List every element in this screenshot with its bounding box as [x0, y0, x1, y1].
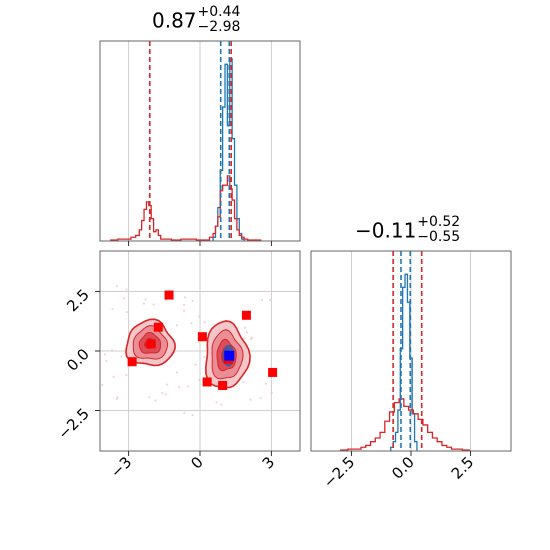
panel-2d-joint: −3 0 3 −2.5 0.0 2.5 — [54, 250, 301, 481]
sample-dot — [111, 307, 114, 311]
sample-dot — [183, 303, 186, 307]
panel-2-title: −0.11 +0.52 −0.55 — [355, 214, 465, 246]
red-square-marker — [153, 322, 163, 332]
red-square-marker — [146, 339, 156, 349]
sample-dot — [249, 398, 252, 401]
x-tick-label: 2.5 — [448, 453, 478, 483]
sample-dot — [183, 411, 186, 414]
sample-dot — [220, 403, 223, 406]
sample-dot — [194, 363, 197, 366]
sample-dot — [175, 371, 178, 374]
sample-dot — [198, 315, 201, 318]
sample-dot — [105, 359, 108, 363]
sample-dot — [115, 397, 118, 401]
sample-dot — [243, 326, 246, 329]
x-tick-label: 3 — [259, 453, 278, 472]
histogram-series-red — [110, 175, 262, 241]
histogram-series-red — [340, 398, 470, 451]
y-tick-label: 0.0 — [63, 345, 93, 375]
sample-dot — [264, 382, 267, 385]
x-tick-label: −2.5 — [320, 453, 358, 491]
plot-area — [340, 251, 472, 451]
sample-dot — [203, 356, 206, 359]
x-tick-label: 0 — [187, 453, 206, 472]
red-square-marker — [127, 357, 137, 367]
title-upper-error: +0.44 — [197, 4, 241, 20]
sample-dot — [198, 378, 201, 382]
sample-dot — [243, 337, 246, 340]
sample-dot — [103, 353, 106, 356]
title-value: −0.11 — [355, 218, 417, 243]
sample-dot — [191, 299, 194, 303]
sample-dot — [175, 324, 179, 327]
panel-1d-param1 — [99, 40, 301, 246]
histogram-series-blue — [390, 273, 418, 451]
sample-dot — [148, 396, 151, 399]
title-lower-error: −2.98 — [197, 19, 241, 35]
sample-dot — [122, 297, 125, 300]
y-tick-label: 2.5 — [63, 286, 93, 316]
red-square-marker — [268, 367, 278, 377]
sample-dot — [184, 296, 187, 299]
title-upper-error: +0.52 — [417, 214, 461, 230]
title-lower-error: −0.55 — [417, 229, 461, 245]
red-square-marker — [197, 332, 207, 342]
sample-dot — [110, 349, 114, 352]
red-square-marker — [164, 290, 174, 300]
sample-dot — [260, 298, 264, 302]
y-tick-label: −2.5 — [54, 405, 92, 443]
sample-dot — [182, 309, 186, 312]
x-tick-label: 0.0 — [388, 453, 418, 483]
sample-dot — [259, 396, 262, 400]
sample-dot — [125, 311, 129, 314]
sample-dot — [249, 337, 253, 341]
sample-dot — [142, 302, 145, 305]
plot-area — [100, 251, 300, 451]
sample-dot — [144, 298, 147, 301]
plot-area — [110, 41, 272, 241]
sample-dot — [177, 386, 181, 389]
sample-dot — [120, 355, 123, 358]
sample-dot — [269, 298, 272, 301]
sample-dot — [186, 385, 189, 388]
x-tick-label: −3 — [107, 453, 135, 481]
sample-dot — [112, 375, 115, 378]
sample-dot — [125, 288, 128, 291]
sample-dot — [203, 321, 206, 324]
sample-dot — [242, 380, 245, 383]
sample-dot — [125, 374, 128, 377]
sample-dot — [215, 401, 218, 404]
sample-dot — [101, 383, 104, 387]
panel-1d-param2: −2.5 0.0 2.5 — [310, 250, 512, 492]
panel-1-title: 0.87 +0.44 −2.98 — [152, 4, 246, 36]
sample-dot — [270, 391, 273, 394]
red-square-marker — [218, 381, 228, 391]
sample-dot — [115, 284, 119, 288]
red-square-marker — [202, 377, 212, 387]
sample-dot — [154, 399, 157, 402]
sample-dot — [245, 331, 248, 334]
sample-dot — [190, 322, 193, 325]
title-value: 0.87 — [152, 8, 197, 33]
sample-dot — [161, 392, 164, 395]
red-square-marker — [241, 310, 251, 320]
sample-dot — [166, 383, 169, 386]
sample-dot — [152, 303, 155, 306]
sample-dot — [250, 336, 254, 339]
sample-dot — [191, 414, 194, 417]
sample-dot — [164, 393, 167, 396]
blue-truth-marker — [224, 350, 235, 361]
